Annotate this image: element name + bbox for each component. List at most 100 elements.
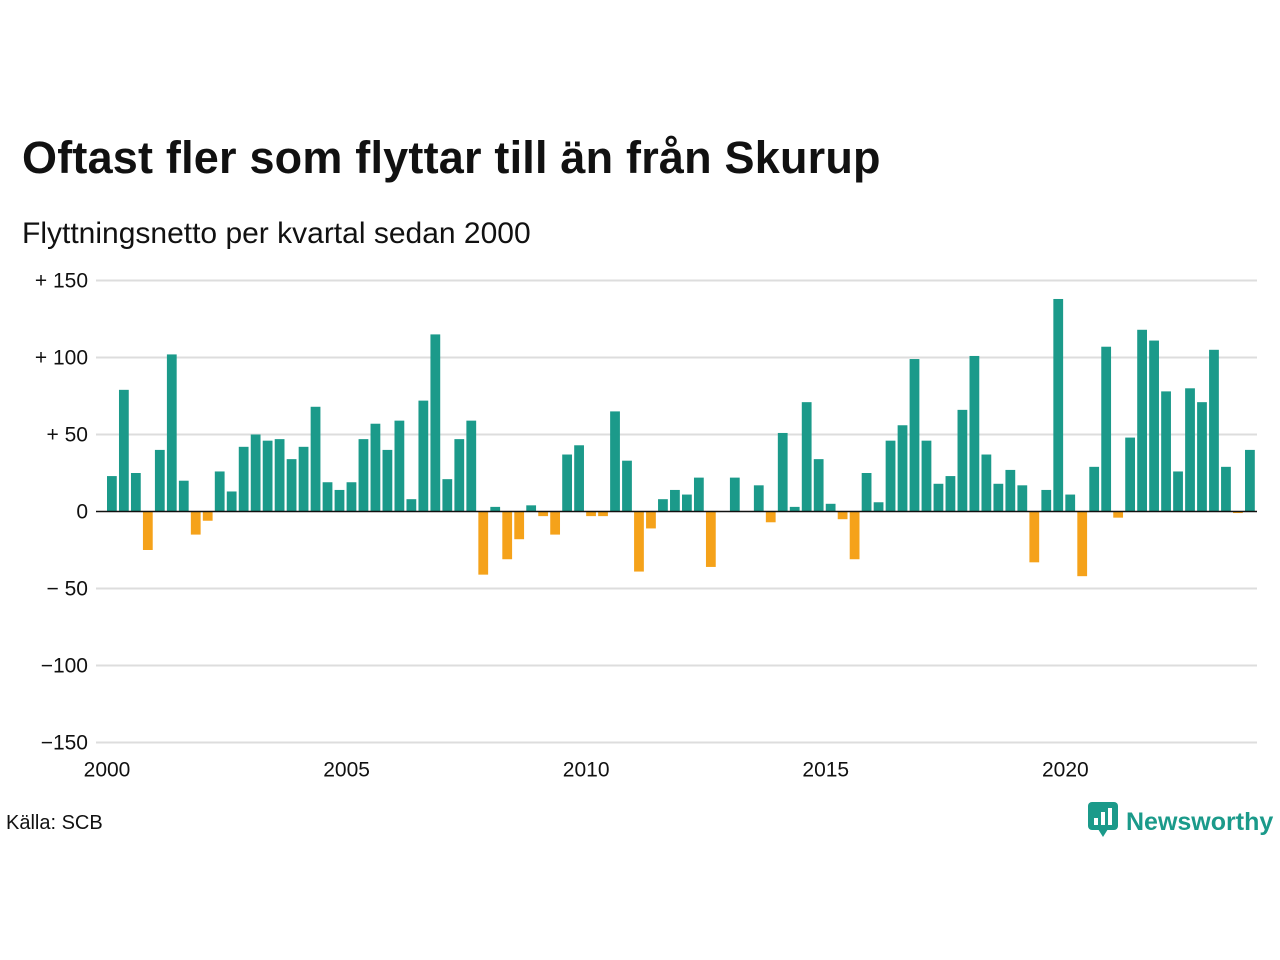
bar-2002-k2	[214, 471, 225, 512]
bar-2008-k1	[490, 506, 501, 512]
bar-2013-k4	[765, 511, 776, 523]
bar-2015-k1	[825, 503, 836, 512]
brand-name: Newsworthy	[1126, 808, 1274, 836]
bar-2010-k4	[622, 460, 632, 512]
bar-2017-k2	[933, 483, 944, 512]
bar-2015-k3	[849, 511, 860, 560]
x-tick-label: 2020	[1042, 759, 1089, 782]
axes: + 150 + 100 + 50 0 − 50 −100 −150 2000 2005 2010 2…	[35, 270, 1257, 782]
bar-2004-k4	[334, 489, 345, 512]
bar-2001-k4	[190, 511, 201, 535]
bar-2002-k1	[202, 511, 213, 521]
y-tick-label: + 150	[35, 270, 88, 293]
bar-2018-k3	[993, 483, 1004, 512]
bar-2011-k2	[646, 511, 656, 529]
newsworthy-logo-icon	[1088, 802, 1118, 843]
chart-subtitle: Flyttningsnetto per kvartal sedan 2000	[22, 217, 531, 250]
bar-2004-k2	[310, 406, 321, 512]
x-tick-label: 2015	[802, 759, 849, 782]
y-tick-label: −150	[41, 732, 88, 755]
grid-lines	[96, 279, 1257, 744]
x-tick-label: 2000	[84, 759, 131, 782]
bar-2000-k4	[142, 511, 153, 550]
y-tick-label: + 50	[47, 424, 88, 447]
bar-2019-k3	[1041, 489, 1052, 512]
bar-2006-k1	[394, 420, 405, 512]
bar-2020-k3	[1089, 466, 1100, 512]
bar-2012-k3	[705, 511, 716, 567]
bar-2021-k4	[1149, 340, 1159, 512]
bar-2015-k2	[837, 511, 848, 520]
bar-2005-k4	[382, 449, 393, 512]
bar-2013-k3	[753, 485, 764, 512]
bar-2008-k4	[526, 505, 537, 512]
bar-2003-k2	[262, 440, 273, 512]
y-tick-label: − 50	[47, 578, 88, 601]
bar-2022-k3	[1185, 388, 1195, 512]
bar-2010-k2	[598, 511, 608, 517]
bar-2009-k2	[550, 511, 561, 535]
y-tick-label: −100	[41, 655, 88, 678]
bar-2018-k2	[981, 454, 992, 512]
bar-2009-k3	[562, 454, 572, 512]
bar-2006-k3	[418, 400, 429, 512]
bar-2020-k4	[1101, 346, 1112, 512]
bar-2017-k1	[921, 440, 932, 512]
bar-2016-k2	[885, 440, 896, 512]
bar-2016-k3	[897, 425, 908, 512]
bar-2005-k2	[358, 439, 369, 512]
bar-2011-k1	[634, 511, 644, 572]
bar-2019-k2	[1029, 511, 1040, 563]
bar-2006-k4	[430, 334, 441, 512]
bar-2021-k2	[1125, 437, 1136, 512]
x-tick-label: 2010	[563, 759, 610, 782]
bar-2007-k1	[442, 479, 453, 512]
bar-2003-k3	[274, 439, 285, 512]
bar-2017-k4	[957, 409, 968, 512]
bar-2004-k1	[298, 446, 309, 512]
bar-2017-k3	[945, 476, 956, 512]
bars	[107, 298, 1255, 577]
bar-2014-k2	[789, 506, 800, 512]
bar-2005-k1	[346, 482, 357, 512]
bar-2000-k3	[130, 473, 141, 512]
chart-title: Oftast fler som flyttar till än från Sku…	[22, 132, 881, 183]
bar-2023-k4	[1245, 449, 1255, 512]
bar-2019-k4	[1053, 298, 1064, 512]
bar-2008-k3	[514, 511, 525, 540]
bar-2001-k1	[154, 449, 165, 512]
bar-2016-k1	[873, 502, 884, 512]
x-tick-label: 2005	[323, 759, 370, 782]
bar-2018-k4	[1005, 469, 1016, 512]
bar-2007-k3	[466, 420, 477, 512]
bar-2022-k4	[1197, 402, 1207, 512]
bar-2001-k3	[178, 480, 189, 512]
bar-2009-k1	[538, 511, 549, 517]
bar-2020-k1	[1065, 494, 1076, 512]
bar-2023-k3	[1233, 511, 1243, 514]
bar-2014-k3	[801, 402, 812, 512]
brand-logo: Newsworthy	[1088, 802, 1273, 843]
bar-2007-k2	[454, 439, 465, 512]
bar-2006-k2	[406, 499, 417, 512]
bar-2023-k1	[1209, 349, 1219, 512]
bar-chart: + 150 + 100 + 50 0 − 50 −100 −150 2000 2005 2010 2…	[35, 270, 1257, 782]
bar-2022-k1	[1161, 391, 1171, 512]
y-tick-label: + 100	[35, 347, 88, 370]
bar-2020-k2	[1077, 511, 1088, 577]
bar-2021-k1	[1113, 511, 1124, 518]
bar-2023-k2	[1221, 466, 1231, 512]
bar-2012-k2	[693, 477, 704, 512]
bar-2014-k1	[777, 432, 788, 512]
bar-2021-k3	[1137, 329, 1147, 512]
bar-2010-k1	[586, 511, 596, 517]
bar-2011-k4	[670, 489, 680, 512]
bar-2000-k1	[107, 476, 117, 512]
bar-2003-k1	[250, 434, 261, 512]
bar-2002-k3	[226, 491, 237, 512]
bar-2014-k4	[813, 459, 824, 512]
bar-2015-k4	[861, 473, 872, 512]
bar-2022-k2	[1173, 471, 1183, 512]
bar-2000-k2	[118, 389, 129, 512]
bar-2003-k4	[286, 459, 297, 512]
